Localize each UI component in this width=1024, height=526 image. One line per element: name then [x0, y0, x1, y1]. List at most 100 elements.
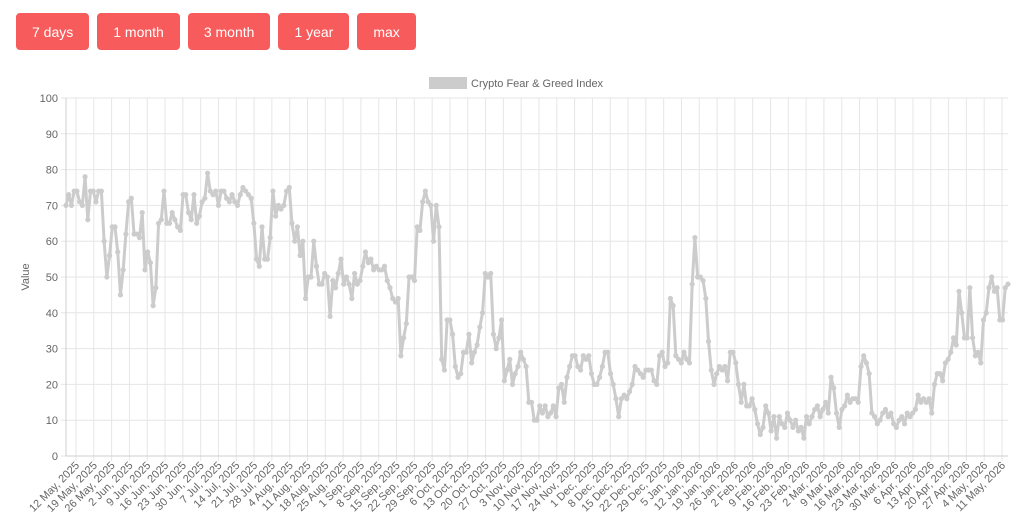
data-point[interactable]: [191, 192, 197, 198]
data-point[interactable]: [490, 331, 497, 337]
data-point[interactable]: [177, 227, 183, 234]
data-point[interactable]: [912, 406, 919, 413]
data-point[interactable]: [1002, 285, 1008, 291]
data-point[interactable]: [523, 363, 529, 370]
data-point[interactable]: [392, 299, 399, 305]
data-point[interactable]: [842, 403, 848, 409]
data-point[interactable]: [311, 238, 317, 244]
data-point[interactable]: [1005, 281, 1011, 287]
data-point[interactable]: [656, 353, 663, 359]
data-point[interactable]: [447, 317, 453, 323]
data-point[interactable]: [665, 360, 671, 366]
data-point[interactable]: [136, 235, 143, 241]
data-point[interactable]: [746, 403, 752, 409]
data-point[interactable]: [82, 174, 88, 180]
data-point[interactable]: [564, 374, 570, 380]
data-point[interactable]: [991, 288, 997, 294]
range-7-days-button[interactable]: 7 days: [16, 13, 90, 50]
data-point[interactable]: [866, 371, 872, 377]
data-point[interactable]: [921, 396, 927, 402]
data-point[interactable]: [112, 224, 118, 230]
data-point[interactable]: [572, 353, 578, 359]
data-point[interactable]: [950, 335, 957, 341]
data-point[interactable]: [390, 295, 396, 302]
data-point[interactable]: [259, 224, 265, 230]
data-point[interactable]: [528, 399, 535, 405]
data-point[interactable]: [558, 381, 565, 387]
data-point[interactable]: [752, 406, 758, 413]
data-point[interactable]: [409, 274, 415, 280]
data-point[interactable]: [433, 202, 439, 208]
data-point[interactable]: [907, 414, 913, 420]
data-point[interactable]: [708, 367, 714, 373]
data-point[interactable]: [330, 277, 336, 284]
data-point[interactable]: [964, 335, 970, 341]
data-point[interactable]: [733, 360, 739, 366]
data-point[interactable]: [232, 199, 238, 205]
data-point[interactable]: [686, 360, 693, 366]
data-point[interactable]: [368, 256, 374, 262]
data-point[interactable]: [858, 363, 864, 370]
data-point[interactable]: [324, 274, 330, 280]
data-point[interactable]: [185, 209, 192, 216]
data-point[interactable]: [294, 224, 301, 230]
data-point[interactable]: [401, 335, 407, 341]
data-point[interactable]: [188, 217, 194, 223]
data-point[interactable]: [98, 188, 104, 194]
data-point[interactable]: [403, 320, 409, 327]
data-point[interactable]: [343, 274, 350, 280]
data-point[interactable]: [714, 371, 720, 377]
data-point[interactable]: [542, 403, 548, 409]
data-point[interactable]: [975, 349, 981, 355]
data-point[interactable]: [806, 421, 812, 427]
data-point[interactable]: [226, 199, 232, 205]
data-point[interactable]: [485, 274, 491, 280]
data-point[interactable]: [831, 385, 837, 391]
data-point[interactable]: [158, 217, 164, 223]
data-point[interactable]: [931, 381, 938, 387]
data-point[interactable]: [248, 195, 254, 201]
data-point[interactable]: [586, 353, 592, 359]
data-point[interactable]: [735, 381, 742, 387]
data-point[interactable]: [703, 295, 709, 302]
data-point[interactable]: [327, 313, 333, 319]
data-point[interactable]: [199, 199, 205, 205]
data-point[interactable]: [599, 363, 605, 370]
data-point[interactable]: [398, 353, 404, 359]
data-point[interactable]: [673, 353, 679, 359]
data-point[interactable]: [553, 414, 559, 420]
data-point[interactable]: [719, 367, 725, 373]
data-point[interactable]: [814, 403, 821, 409]
data-point[interactable]: [724, 378, 731, 384]
data-point[interactable]: [970, 335, 976, 341]
data-point[interactable]: [793, 417, 799, 423]
data-point[interactable]: [828, 374, 834, 380]
data-point[interactable]: [809, 414, 815, 420]
data-point[interactable]: [684, 356, 690, 362]
data-point[interactable]: [384, 277, 390, 284]
data-point[interactable]: [692, 235, 698, 241]
data-point[interactable]: [441, 367, 448, 373]
data-point[interactable]: [346, 281, 352, 287]
data-point[interactable]: [861, 353, 867, 359]
data-point[interactable]: [354, 281, 360, 287]
data-point[interactable]: [648, 367, 654, 373]
data-point[interactable]: [705, 338, 712, 345]
data-point[interactable]: [689, 281, 695, 287]
data-point[interactable]: [313, 263, 320, 269]
data-point[interactable]: [561, 399, 567, 405]
data-point[interactable]: [771, 414, 777, 420]
data-point[interactable]: [588, 371, 595, 377]
data-point[interactable]: [833, 410, 840, 416]
data-point[interactable]: [145, 249, 151, 255]
data-point[interactable]: [142, 267, 148, 273]
data-point[interactable]: [605, 349, 611, 355]
data-point[interactable]: [662, 363, 668, 370]
data-point[interactable]: [507, 356, 513, 362]
data-point[interactable]: [959, 310, 965, 316]
data-point[interactable]: [417, 227, 423, 234]
data-point[interactable]: [738, 399, 744, 405]
data-point[interactable]: [150, 303, 156, 309]
data-point[interactable]: [773, 435, 780, 441]
data-point[interactable]: [488, 270, 494, 277]
